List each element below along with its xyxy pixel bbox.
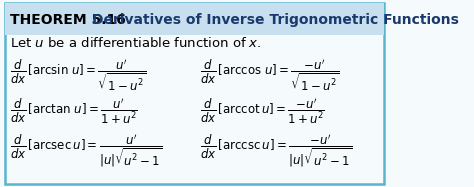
Text: THEOREM 5.16: THEOREM 5.16 [10, 13, 126, 27]
Text: $\dfrac{d}{dx}\,[\arcsin\, u] = \dfrac{u^{\prime}}{\sqrt{1-u^2}}$: $\dfrac{d}{dx}\,[\arcsin\, u] = \dfrac{u… [10, 57, 147, 93]
Text: $\dfrac{d}{dx}\,[\arctan\, u] = \dfrac{u^{\prime}}{1+u^2}$: $\dfrac{d}{dx}\,[\arctan\, u] = \dfrac{u… [10, 96, 138, 126]
Text: $\dfrac{d}{dx}\,[\mathrm{arccot}\, u] = \dfrac{-u^{\prime}}{1+u^2}$: $\dfrac{d}{dx}\,[\mathrm{arccot}\, u] = … [200, 96, 325, 126]
FancyBboxPatch shape [5, 3, 383, 35]
Text: $\dfrac{d}{dx}\,[\mathrm{arcsec}\, u] = \dfrac{u^{\prime}}{|u|\sqrt{u^2-1}}$: $\dfrac{d}{dx}\,[\mathrm{arcsec}\, u] = … [10, 133, 163, 169]
FancyBboxPatch shape [5, 3, 383, 184]
Text: Let $u$ be a differentiable function of $x$.: Let $u$ be a differentiable function of … [10, 36, 262, 50]
Text: Derivatives of Inverse Trigonometric Functions: Derivatives of Inverse Trigonometric Fun… [91, 13, 458, 27]
Text: $\dfrac{d}{dx}\,[\mathrm{arccsc}\, u] = \dfrac{-u^{\prime}}{|u|\sqrt{u^2-1}}$: $\dfrac{d}{dx}\,[\mathrm{arccsc}\, u] = … [200, 133, 352, 169]
Text: $\dfrac{d}{dx}\,[\arccos\, u] = \dfrac{-u^{\prime}}{\sqrt{1-u^2}}$: $\dfrac{d}{dx}\,[\arccos\, u] = \dfrac{-… [200, 57, 339, 93]
